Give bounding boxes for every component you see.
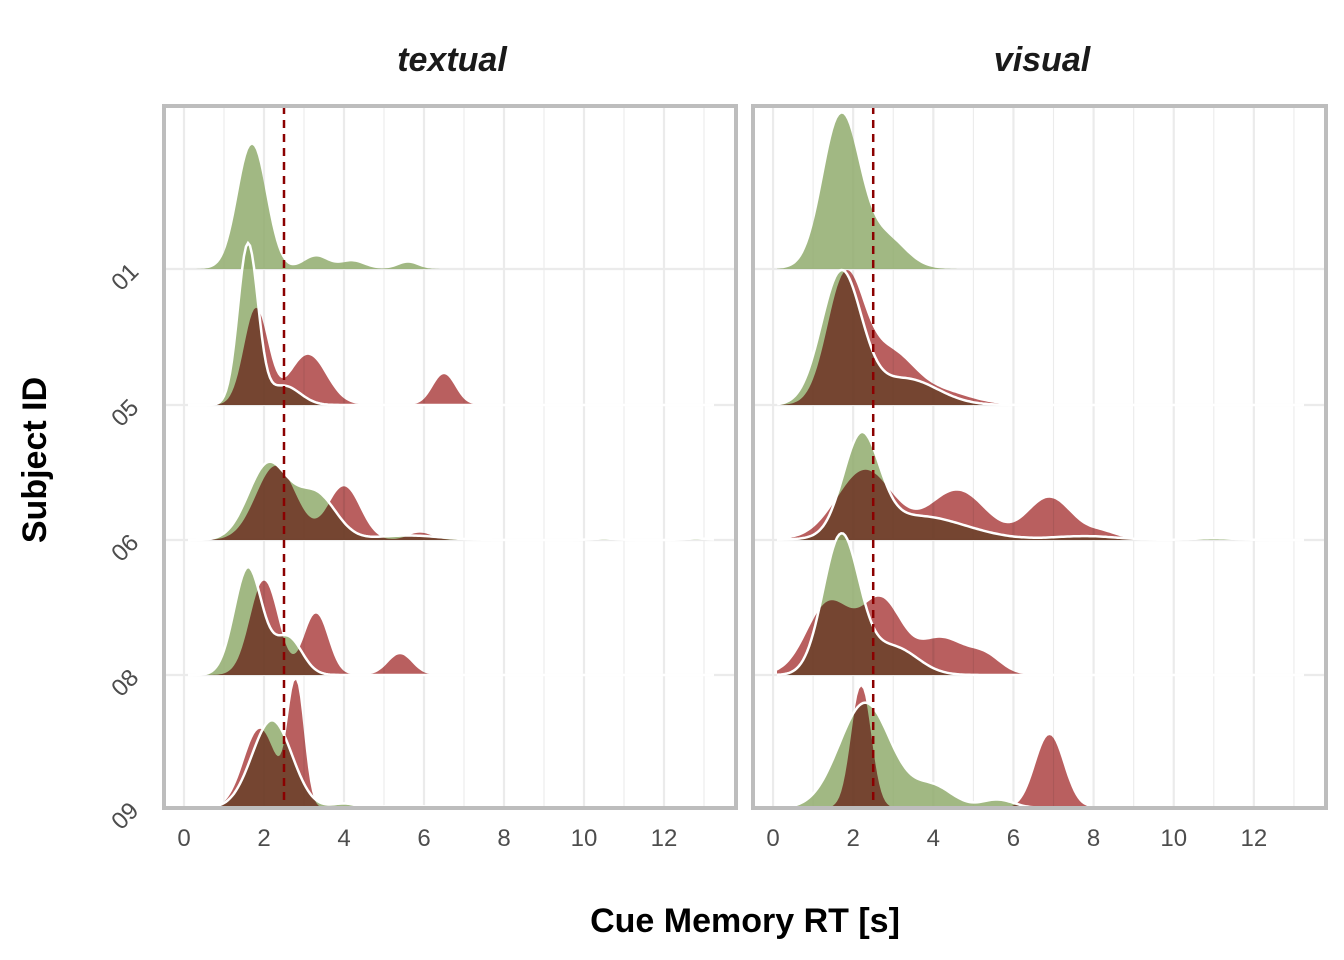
density-visual-09-green (777, 702, 1304, 808)
x-tick-label: 6 (417, 825, 430, 852)
facet-title-visual: visual (994, 41, 1092, 79)
density-textual-08-red (188, 580, 714, 675)
x-tick-label: 6 (1007, 825, 1020, 852)
panel-visual (751, 104, 1328, 810)
x-tick-label: 2 (257, 825, 270, 852)
x-tick-label: 4 (927, 825, 940, 852)
x-tick-label: 0 (177, 825, 190, 852)
density-visual-05-red (777, 270, 1304, 405)
x-tick-label: 0 (766, 825, 779, 852)
density-visual-09-red (777, 686, 1304, 808)
x-tick-label: 10 (571, 825, 598, 852)
x-tick-label: 10 (1160, 825, 1187, 852)
x-tick-label: 2 (846, 825, 859, 852)
x-axis-title: Cue Memory RT [s] (590, 902, 900, 940)
x-tick-label: 8 (497, 825, 510, 852)
facet-title-textual: textual (397, 41, 508, 79)
density-outline-visual-08 (776, 531, 1304, 677)
density-visual-08-red (777, 596, 1304, 675)
y-axis-title: Subject ID (16, 377, 54, 543)
x-tick-label: 12 (651, 825, 678, 852)
density-outline-textual-08 (188, 565, 714, 677)
panel-textual (162, 104, 738, 810)
density-visual-06-red (777, 469, 1304, 540)
density-outline-visual-06 (776, 430, 1304, 542)
density-textual-09-red (188, 679, 714, 808)
density-visual-01-green (777, 113, 1304, 269)
panel-frame (751, 104, 1328, 810)
density-textual-05-red (188, 307, 714, 405)
density-outline-visual-05 (776, 268, 1304, 407)
x-tick-label: 8 (1087, 825, 1100, 852)
x-tick-label: 4 (337, 825, 350, 852)
density-textual-01-green (188, 144, 714, 269)
panel-frame (162, 104, 738, 810)
density-outline-textual-05 (188, 240, 714, 407)
x-tick-label: 12 (1241, 825, 1268, 852)
density-textual-06-red (188, 465, 714, 540)
x-axis-tick-labels: 0 2 4 6 8 10 12 0 2 4 6 8 10 12 (177, 825, 1267, 852)
density-outline-textual-06 (188, 460, 715, 542)
